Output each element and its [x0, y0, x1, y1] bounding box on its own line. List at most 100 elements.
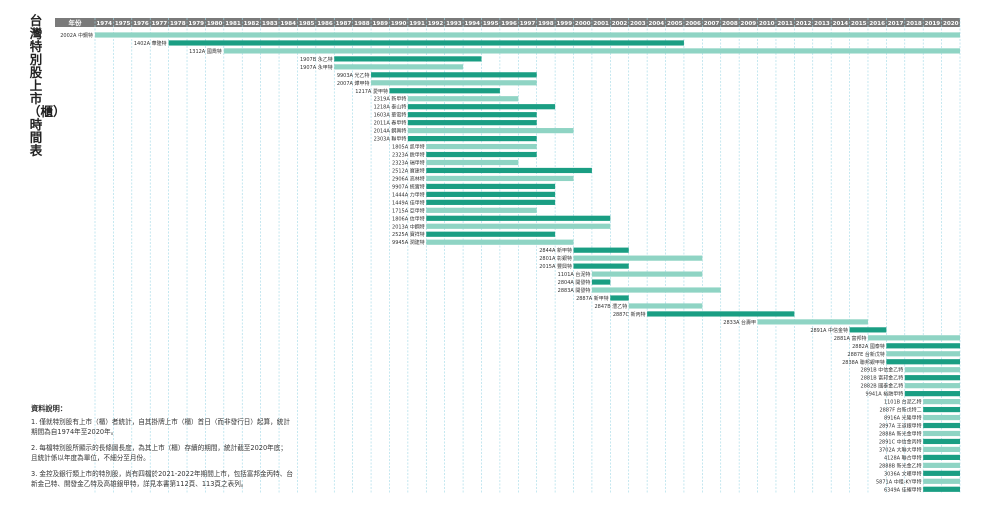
bar: [371, 72, 537, 78]
bar-label: 1806A 信甲特: [392, 215, 425, 222]
year-tick-label: 1983: [262, 21, 278, 27]
bar-label: 2906A 高林特: [392, 175, 425, 182]
year-tick-label: 1988: [354, 21, 370, 27]
bar: [886, 351, 960, 357]
bar-label: 2013A 中鋼特: [392, 223, 425, 230]
bar-label: 2887A 新甲特: [576, 295, 609, 302]
bar: [923, 454, 960, 460]
bar-label: 2801A 彰銀特: [539, 255, 572, 262]
year-tick-label: 2008: [722, 21, 738, 27]
bar: [426, 231, 556, 237]
bar-label: 1101A 台泥特: [558, 271, 591, 278]
bar-label: 1603A 華電特: [374, 112, 407, 119]
year-tick-label: 1979: [188, 21, 204, 27]
bar-label: 1402A 華隆特: [134, 40, 167, 47]
gridlines: [94, 18, 961, 494]
bar: [923, 430, 960, 437]
bar-label: 2881B 富邦金乙特: [861, 375, 904, 382]
bar-label: 3036A 文曄甲特: [884, 470, 922, 477]
year-tick-label: 1997: [520, 21, 536, 27]
bar: [904, 391, 960, 397]
bar: [904, 367, 960, 373]
bar: [573, 247, 629, 253]
year-tick-label: 2003: [630, 21, 646, 27]
bar-label: 2882B 國泰金乙特: [861, 383, 904, 390]
bar: [610, 295, 629, 301]
bar: [923, 422, 960, 429]
bars: [95, 32, 961, 492]
year-tick-label: 2017: [888, 21, 904, 27]
bar: [407, 120, 537, 126]
year-tick-label: 2011: [777, 21, 793, 27]
bar-label: 9903A 光乙特: [337, 72, 370, 79]
bar-label: 2303A 聯甲特: [374, 136, 407, 143]
bar: [591, 271, 703, 277]
bar-label: 2887F 台新戊特二: [879, 407, 921, 414]
year-tick-label: 2002: [612, 21, 628, 27]
bar-label: 2888A 新光金甲特: [879, 430, 922, 437]
bar-label: 1218A 泰山特: [374, 104, 407, 111]
year-tick-label: 1985: [299, 21, 315, 27]
bar: [923, 470, 960, 476]
bar: [923, 438, 960, 445]
bar: [591, 279, 611, 285]
year-tick-label: 1995: [483, 21, 499, 27]
bar-label: 2319A 新甲特: [374, 96, 407, 103]
bar: [407, 112, 537, 118]
bar: [426, 215, 611, 221]
bar-label: 2007A 燁甲特: [337, 80, 370, 87]
note-item-1: 1. 僅就特別股有上市（櫃）者統計，自其掛牌上市（櫃）首日（而非發行日）起算，統…: [31, 417, 290, 437]
header-bar: [55, 18, 960, 27]
year-tick-label: 1994: [464, 21, 480, 27]
bar: [407, 104, 556, 110]
bar-label: 2891B 中信金乙特: [861, 367, 904, 374]
bar: [573, 263, 629, 269]
bar: [923, 486, 960, 492]
note-item-3: 3. 金控及銀行類上市的特別股，尚有四檔於2021-2022年期間上市，包括富邦…: [31, 469, 293, 489]
bar: [426, 167, 592, 174]
notes-title: 資料說明：: [31, 404, 67, 413]
bar: [573, 255, 703, 261]
year-tick-label: 1976: [133, 21, 149, 27]
bar-label: 9907A 統實特: [392, 183, 425, 190]
bar-label: 2891C 中信金丙特: [879, 438, 922, 445]
year-tick-label: 2000: [575, 21, 591, 27]
bar-label: 6349A 佳耀甲特: [884, 486, 922, 493]
year-tick-label: 2007: [704, 21, 720, 27]
bar: [426, 199, 556, 205]
year-tick-label: 1986: [317, 21, 333, 27]
bar: [647, 311, 795, 317]
year-tick-label: 2020: [943, 21, 959, 27]
bar-label: 5871A 中租-KY甲特: [876, 478, 922, 485]
bar-label: 3702A 大聯大甲特: [879, 446, 922, 453]
year-tick-label: 1982: [244, 21, 260, 27]
year-tick-label: 2006: [685, 21, 701, 27]
bar: [407, 96, 519, 102]
bar-label: 1715A 亞甲特: [392, 207, 425, 214]
bar-label: 2881A 富邦特: [834, 335, 867, 342]
bar-label: 2888B 新光金乙特: [879, 462, 922, 469]
bar: [334, 56, 482, 62]
bar: [923, 399, 960, 405]
bar-label: 2847B 灃乙特: [594, 303, 627, 310]
bar-label: 2838A 聯邦銀甲特: [842, 359, 885, 366]
year-tick-label: 1981: [225, 21, 241, 27]
bar: [886, 359, 960, 365]
bar-label: 1907A 永甲特: [300, 64, 333, 71]
bar: [923, 446, 960, 453]
bar: [426, 223, 611, 229]
year-tick-label: 2013: [814, 21, 830, 27]
bar: [95, 32, 960, 38]
header-label: 年份: [69, 18, 83, 27]
year-tick-label: 1980: [207, 21, 223, 27]
bar: [923, 462, 960, 468]
year-tick-label: 2015: [851, 21, 867, 27]
bar: [426, 151, 537, 158]
year-tick-label: 1996: [501, 21, 517, 27]
year-tick-label: 2005: [667, 21, 683, 27]
bar: [223, 48, 961, 54]
year-tick-label: 1993: [446, 21, 462, 27]
bar: [371, 80, 537, 86]
bar: [407, 135, 537, 142]
bar-label: 1805A 凱甲特: [392, 144, 425, 151]
